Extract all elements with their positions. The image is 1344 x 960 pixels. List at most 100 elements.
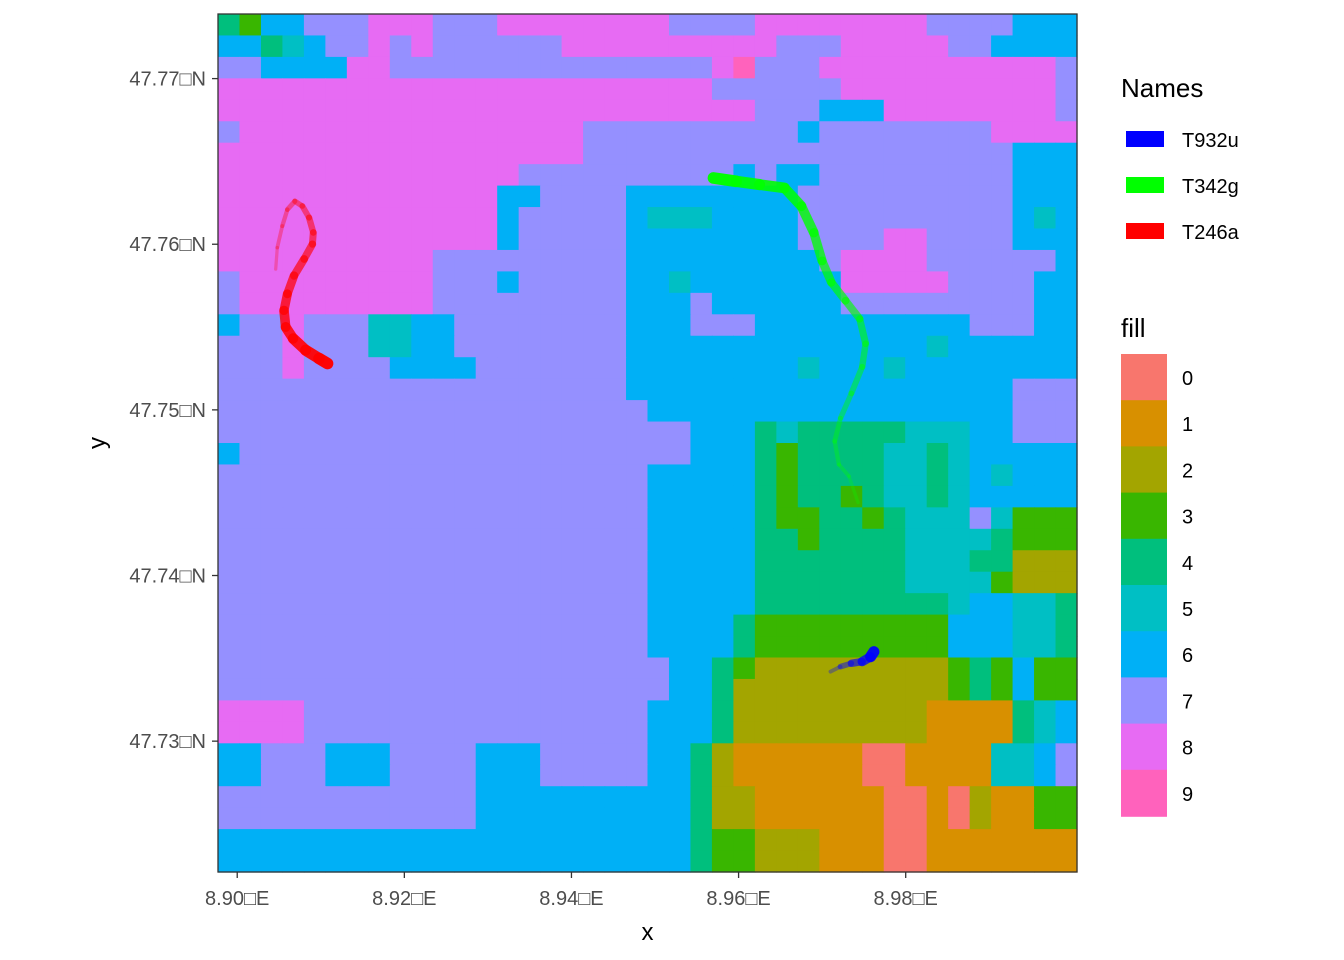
raster-cell (1034, 314, 1057, 337)
raster-cell (583, 593, 606, 616)
raster-cell (905, 657, 928, 680)
raster-cell (1034, 56, 1057, 79)
raster-cell (282, 185, 305, 208)
raster-cell (1012, 121, 1035, 144)
raster-cell (432, 400, 455, 423)
raster-cell (690, 786, 713, 809)
raster-cell (454, 678, 477, 701)
raster-cell (432, 228, 455, 251)
raster-cell (711, 378, 734, 401)
raster-cell (1012, 550, 1035, 573)
raster-cell (303, 657, 326, 680)
raster-cell (840, 99, 863, 122)
raster-cell (754, 421, 777, 444)
raster-cell (260, 485, 284, 508)
raster-cell (303, 485, 326, 508)
raster-cell (905, 357, 928, 380)
raster-cell (862, 678, 885, 701)
raster-cell (905, 786, 928, 809)
raster-cell (1034, 700, 1057, 723)
raster-cell (411, 593, 434, 616)
raster-cell (497, 99, 520, 122)
raster-cell (282, 142, 305, 165)
raster-cell (432, 56, 455, 79)
raster-cell (561, 228, 584, 251)
raster-cell (346, 571, 369, 594)
raster-cell (239, 743, 262, 766)
track-segment (865, 646, 880, 663)
raster-cell (518, 378, 541, 401)
raster-cell (583, 164, 606, 187)
y-tick-label: 47.75□N (129, 400, 206, 422)
raster-cell (926, 593, 949, 616)
raster-cell (862, 807, 885, 830)
raster-cell (583, 228, 606, 251)
raster-cell (862, 571, 885, 594)
raster-cell (776, 571, 799, 594)
raster-cell (776, 507, 799, 530)
raster-cell (668, 378, 692, 401)
raster-cell (626, 850, 649, 873)
raster-cell (991, 271, 1014, 294)
raster-cell (905, 314, 928, 337)
raster-cell (969, 657, 992, 680)
raster-cell (926, 14, 949, 37)
raster-cell (626, 721, 649, 744)
raster-cell (518, 571, 541, 594)
raster-cell (604, 14, 627, 37)
raster-cell (368, 421, 391, 444)
raster-cell (518, 292, 541, 315)
raster-cell (303, 721, 326, 744)
raster-cell (948, 378, 971, 401)
raster-cell (754, 35, 777, 58)
raster-cell (475, 142, 498, 165)
raster-cell (883, 228, 906, 251)
raster-cell (905, 593, 928, 616)
raster-cell (819, 335, 842, 358)
raster-cell (948, 164, 971, 187)
raster-cell (346, 335, 369, 358)
raster-cell (819, 550, 842, 573)
raster-cell (389, 443, 412, 466)
raster-cell (819, 786, 842, 809)
raster-cell (862, 743, 885, 766)
raster-cell (561, 678, 584, 701)
raster-cell (733, 657, 756, 680)
raster-cell (454, 829, 477, 852)
raster-cell (1055, 593, 1078, 616)
raster-cell (411, 228, 434, 251)
raster-cell (862, 593, 885, 616)
raster-cell (389, 507, 412, 530)
raster-cell (711, 228, 734, 251)
raster-cell (218, 764, 241, 787)
raster-cell (282, 443, 305, 466)
raster-cell (432, 421, 455, 444)
raster-cell (991, 142, 1014, 165)
raster-cell (690, 164, 713, 187)
raster-cell (1055, 614, 1078, 637)
raster-cell (282, 528, 305, 551)
raster-cell (454, 593, 477, 616)
raster-cell (1012, 357, 1035, 380)
raster-cell (776, 786, 799, 809)
raster-cell (260, 614, 284, 637)
raster-cell (647, 678, 670, 701)
raster-cell (883, 35, 906, 58)
raster-cell (626, 249, 649, 272)
raster-cell (754, 142, 777, 165)
raster-cell (948, 743, 971, 766)
raster-cell (690, 142, 713, 165)
raster-cell (690, 78, 713, 101)
raster-cell (604, 314, 627, 337)
raster-cell (733, 464, 756, 487)
raster-cell (862, 421, 885, 444)
raster-cell (432, 335, 455, 358)
raster-cell (389, 142, 412, 165)
raster-cell (583, 636, 606, 659)
raster-cell (260, 142, 284, 165)
raster-cell (282, 614, 305, 637)
raster-cell (1034, 14, 1057, 37)
raster-cell (1012, 786, 1035, 809)
raster-cell (626, 807, 649, 830)
raster-cell (583, 743, 606, 766)
